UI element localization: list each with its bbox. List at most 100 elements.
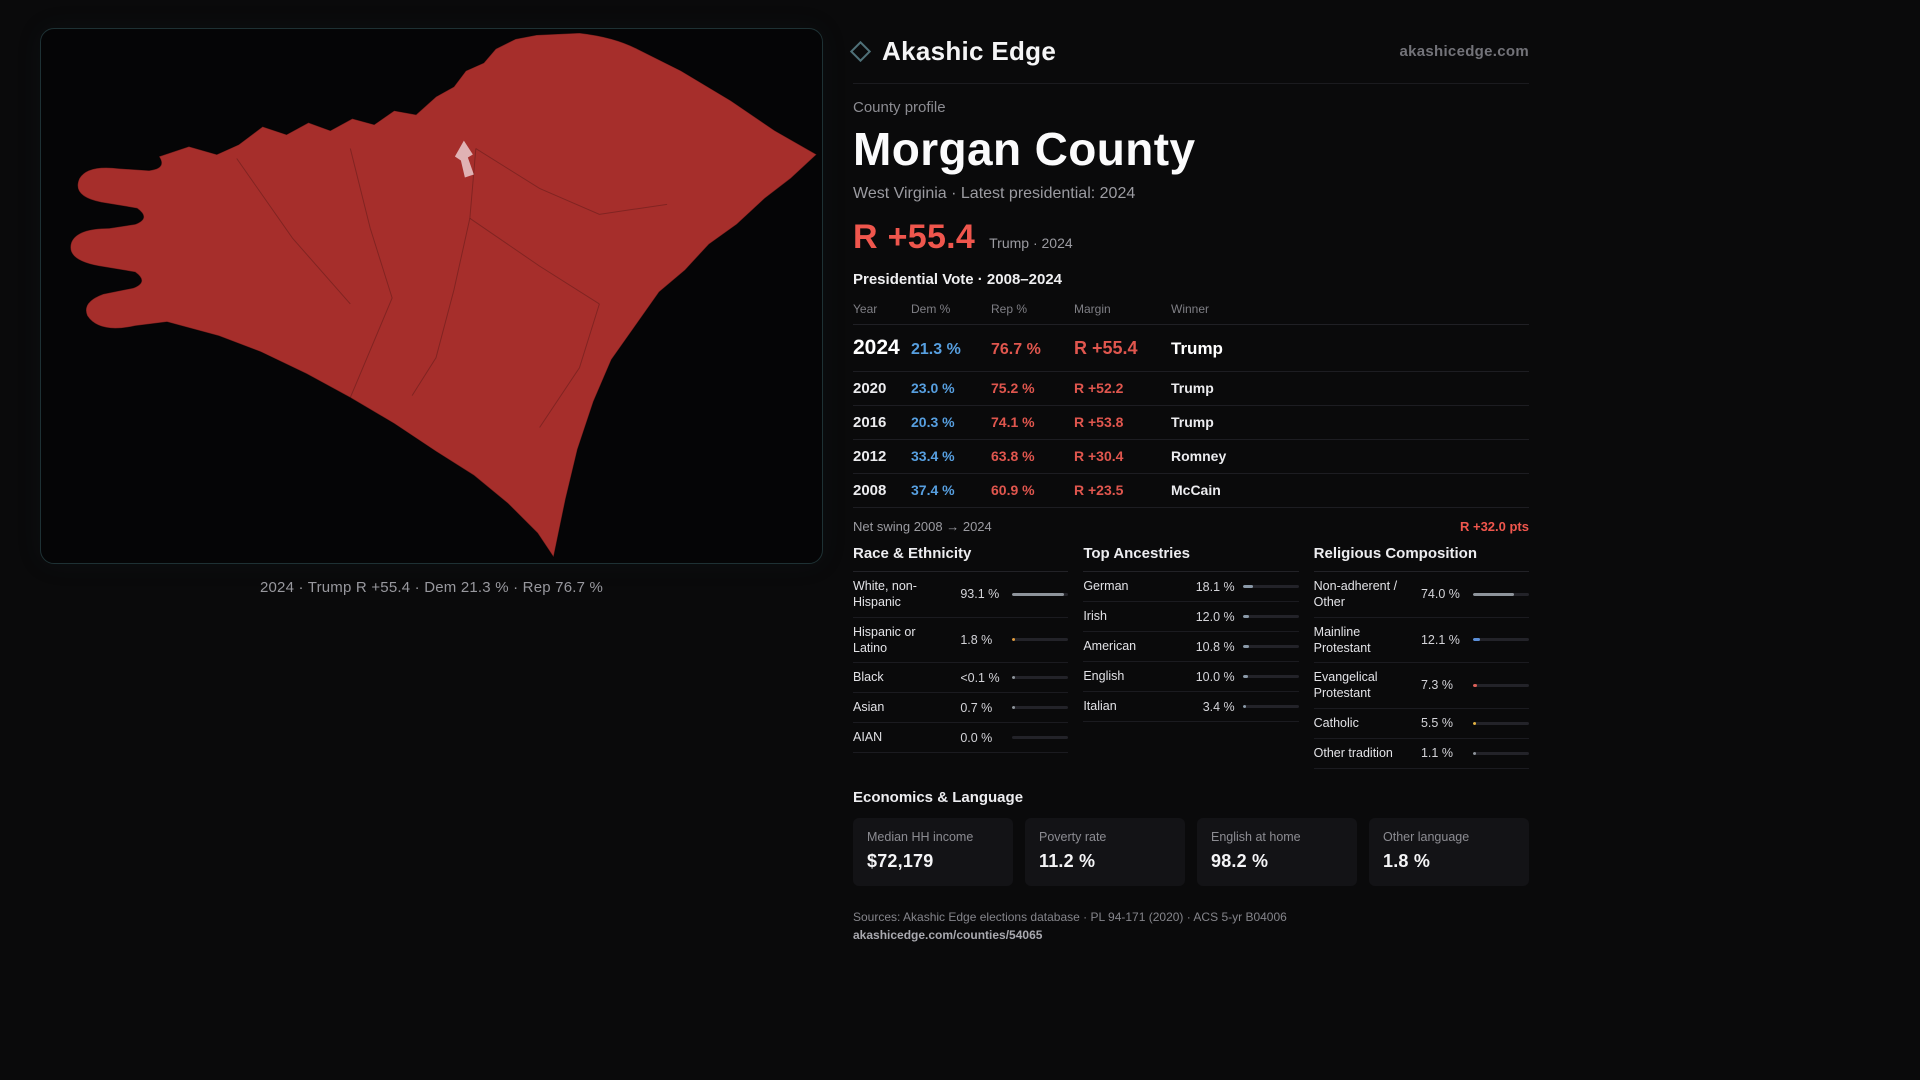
stat-value: 3.4 % <box>1202 699 1235 714</box>
stat-label: AIAN <box>853 730 883 745</box>
permalink-link[interactable]: akashicedge.com/counties/54065 <box>853 927 1043 942</box>
kicker-label: County profile <box>853 99 946 116</box>
list-item: Mainline Protestant 12.1 % <box>1313 618 1529 663</box>
stat-bar <box>1472 592 1529 596</box>
net-swing-label: Net swing 2008 → 2024 <box>853 519 992 534</box>
highlight-place-marker <box>454 140 474 178</box>
col-header-year: Year <box>853 302 878 316</box>
cell-margin: R +53.8 <box>1074 414 1124 430</box>
list-item: Other tradition 1.1 % <box>1313 739 1529 769</box>
stat-bar <box>1012 638 1069 642</box>
brand-diamond-icon <box>849 40 872 63</box>
vote-table-body: 2024 21.3 % 76.7 % R +55.4 Trump 2020 23… <box>853 325 1529 508</box>
table-row: 2024 21.3 % 76.7 % R +55.4 Trump <box>853 325 1529 372</box>
stat-label: Italian <box>1083 699 1117 714</box>
headline-margin-value: R +55.4 <box>853 218 976 256</box>
stat-value: 74.0 % <box>1420 587 1460 602</box>
col-header-rep: Rep % <box>991 302 1028 316</box>
cell-dem-pct: 20.3 % <box>911 414 955 430</box>
list-item: German 18.1 % <box>1083 572 1299 602</box>
col-header-dem: Dem % <box>911 302 951 316</box>
cell-winner: McCain <box>1171 482 1221 498</box>
stat-value: 0.0 % <box>960 730 993 745</box>
stat-bar <box>1472 638 1529 642</box>
cell-rep-pct: 75.2 % <box>991 380 1035 396</box>
stat-label: Evangelical Protestant <box>1313 670 1378 701</box>
sources-text: Sources: Akashic Edge elections database… <box>853 909 1287 924</box>
stat-label: Catholic <box>1313 715 1359 730</box>
map-caption: 2024 · Trump R +55.4 · Dem 21.3 % · Rep … <box>259 579 604 596</box>
stat-bar <box>1012 736 1069 739</box>
list-item: English 10.0 % <box>1083 662 1299 692</box>
stat-card-value: 98.2 % <box>1211 850 1269 871</box>
stat-label: American <box>1083 639 1137 654</box>
top-ancestries-list: German 18.1 % Irish 12.0 % American <box>1083 572 1299 722</box>
cell-winner: Trump <box>1171 380 1214 396</box>
stat-label: Irish <box>1083 609 1107 624</box>
cell-margin: R +55.4 <box>1074 338 1138 358</box>
economics-cards: Median HH income $72,179 Poverty rate 11… <box>853 817 1529 886</box>
stat-bar <box>1242 645 1299 648</box>
cell-rep-pct: 74.1 % <box>991 414 1035 430</box>
vote-table-header: Year Dem % Rep % Margin Winner <box>853 296 1529 325</box>
col-header-winner: Winner <box>1171 302 1210 316</box>
stat-value: <0.1 % <box>960 670 1000 685</box>
cell-dem-pct: 33.4 % <box>911 448 955 464</box>
list-item: Italian 3.4 % <box>1083 692 1299 722</box>
cell-year: 2016 <box>853 414 887 431</box>
stat-label: Non-adherent / Other <box>1313 579 1398 610</box>
table-row: 2020 23.0 % 75.2 % R +52.2 Trump <box>853 372 1529 406</box>
stat-bar <box>1472 683 1529 687</box>
list-item: White, non-Hispanic 93.1 % <box>853 572 1069 618</box>
county-shape <box>69 32 818 559</box>
stat-value: 10.8 % <box>1195 639 1235 654</box>
map-column: 2024 · Trump R +55.4 · Dem 21.3 % · Rep … <box>40 28 823 1052</box>
race-ethnicity-panel: Race & Ethnicity White, non-Hispanic 93.… <box>853 545 1069 769</box>
stat-card-value: $72,179 <box>867 850 934 871</box>
brand-name: Akashic Edge <box>882 36 1057 66</box>
list-item: Hispanic or Latino 1.8 % <box>853 618 1069 663</box>
cell-rep-pct: 60.9 % <box>991 482 1035 498</box>
table-row: 2012 33.4 % 63.8 % R +30.4 Romney <box>853 440 1529 474</box>
stat-card: Other language 1.8 % <box>1369 817 1529 886</box>
stat-bar <box>1012 676 1069 679</box>
col-header-margin: Margin <box>1074 302 1111 316</box>
stat-label: Black <box>853 670 884 685</box>
headline-margin-note: Trump · 2024 <box>989 235 1073 251</box>
list-item: American 10.8 % <box>1083 632 1299 662</box>
stat-bar <box>1012 706 1069 709</box>
county-map <box>69 32 818 559</box>
cell-rep-pct: 76.7 % <box>991 341 1041 358</box>
stat-label: Asian <box>853 700 885 715</box>
table-row: 2008 37.4 % 60.9 % R +23.5 McCain <box>853 474 1529 508</box>
page-footer: Sources: Akashic Edge elections database… <box>853 908 1529 944</box>
stat-bar <box>1242 675 1299 678</box>
site-domain-link[interactable]: akashicedge.com <box>1399 43 1529 60</box>
stat-value: 12.1 % <box>1420 632 1460 647</box>
cell-margin: R +30.4 <box>1074 448 1124 464</box>
headline-margin-row: R +55.4 Trump · 2024 <box>853 218 1529 257</box>
stat-card-label: Other language <box>1383 829 1470 844</box>
list-item: Catholic 5.5 % <box>1313 709 1529 739</box>
demographics-section: Race & Ethnicity White, non-Hispanic 93.… <box>853 545 1529 769</box>
list-item: Black <0.1 % <box>853 663 1069 693</box>
cell-year: 2024 <box>853 336 900 359</box>
net-swing-value: R +32.0 pts <box>1459 519 1529 534</box>
stat-card: Median HH income $72,179 <box>853 817 1013 886</box>
stat-bar <box>1242 585 1299 588</box>
cell-winner: Trump <box>1171 414 1214 430</box>
page-subtitle: West Virginia · Latest presidential: 202… <box>853 185 1136 202</box>
religious-composition-panel: Religious Composition Non-adherent / Oth… <box>1313 545 1529 769</box>
list-item: Non-adherent / Other 74.0 % <box>1313 572 1529 618</box>
race-ethnicity-list: White, non-Hispanic 93.1 % Hispanic or L… <box>853 572 1069 753</box>
stat-bar <box>1012 592 1069 596</box>
top-ancestries-panel: Top Ancestries German 18.1 % Irish 12.0 … <box>1083 545 1299 769</box>
stat-card-label: Median HH income <box>867 829 974 844</box>
list-item: Irish 12.0 % <box>1083 602 1299 632</box>
stat-card: English at home 98.2 % <box>1197 817 1357 886</box>
stat-value: 0.7 % <box>960 700 993 715</box>
stat-card-label: English at home <box>1211 829 1301 844</box>
cell-dem-pct: 37.4 % <box>911 482 955 498</box>
cell-year: 2012 <box>853 448 887 465</box>
list-item: Evangelical Protestant 7.3 % <box>1313 663 1529 709</box>
